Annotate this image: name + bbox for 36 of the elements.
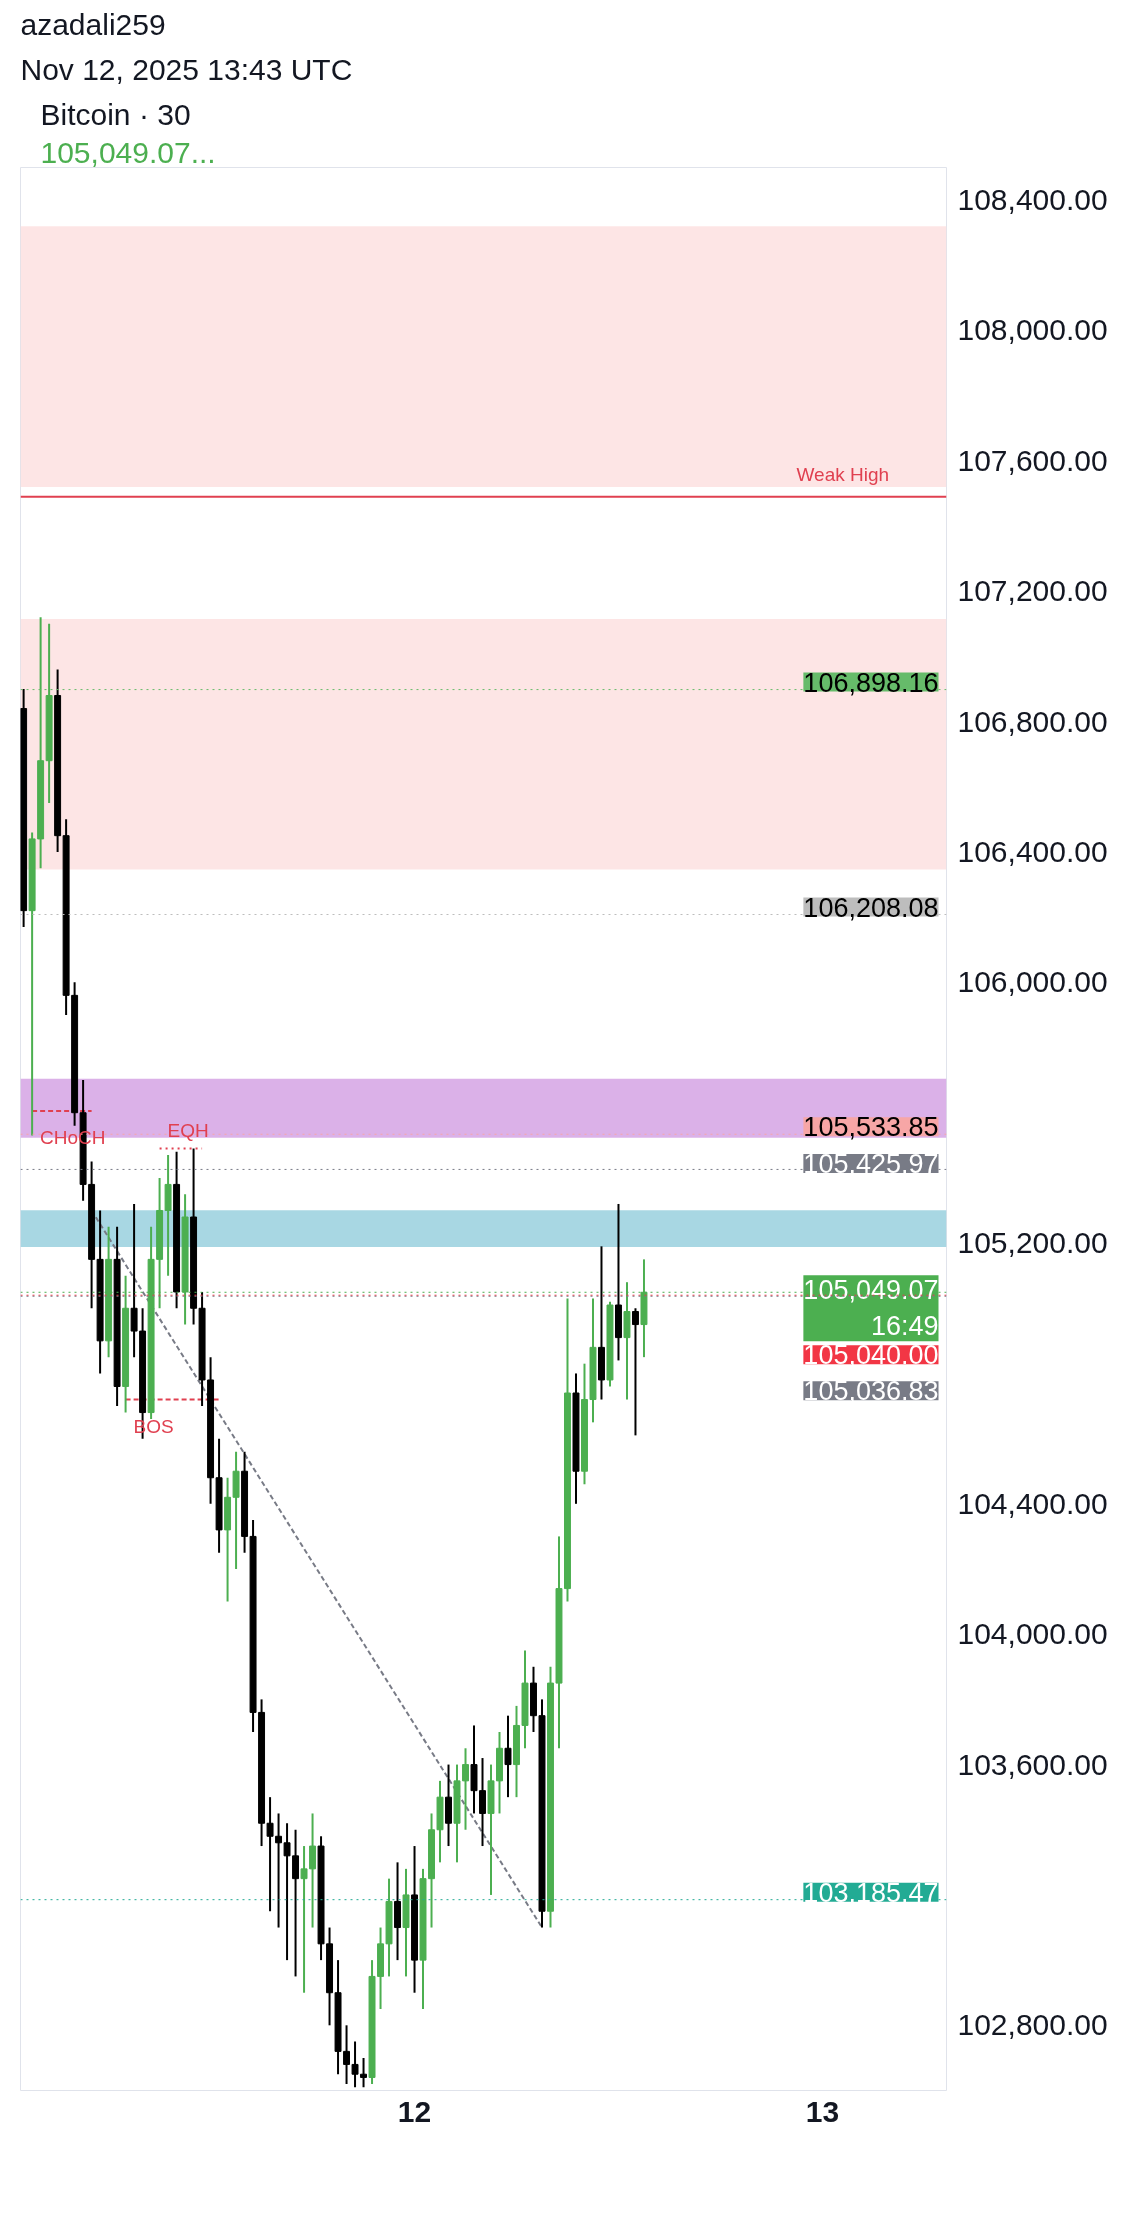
ref-line-label: 105,040.00 bbox=[803, 1340, 939, 1371]
ref-line-label: Weak High bbox=[796, 463, 890, 485]
series-label: EQH bbox=[167, 1119, 209, 1141]
ref-line-label: 106,898.16 bbox=[803, 667, 939, 698]
x-tick-label: 13 bbox=[805, 2094, 840, 2128]
y-tick-label: 104,400.00 bbox=[957, 1486, 1108, 1520]
candlestick bbox=[504, 1714, 512, 1799]
ref-line-label: 105,049.07 16:49 bbox=[803, 1275, 939, 1342]
ref-line-label: 105,425.97 bbox=[803, 1149, 939, 1180]
text: azadali259 bbox=[20, 7, 166, 41]
ref-line-label: 103,185.47 bbox=[803, 1877, 939, 1908]
y-tick-label: 102,800.00 bbox=[957, 2008, 1108, 2042]
y-tick-label: 104,000.00 bbox=[957, 1617, 1108, 1651]
y-tick-label: 105,200.00 bbox=[957, 1226, 1108, 1260]
chart-subtitle: 105,049.07... bbox=[40, 135, 216, 169]
ref-line-label: 105,533.85 bbox=[803, 1112, 939, 1143]
y-tick-label: 106,000.00 bbox=[957, 965, 1108, 999]
y-tick-label: 108,400.00 bbox=[957, 183, 1108, 217]
y-tick-label: 108,000.00 bbox=[957, 313, 1108, 347]
candlestick bbox=[275, 1812, 283, 1929]
candlestick bbox=[462, 1747, 469, 1831]
chart-title: Bitcoin · 30 bbox=[40, 97, 191, 131]
candlestick bbox=[130, 1202, 138, 1359]
y-tick-label: 107,600.00 bbox=[957, 443, 1108, 477]
y-tick-label: 106,400.00 bbox=[957, 834, 1108, 868]
candlestick bbox=[300, 1845, 308, 1994]
candlestick bbox=[360, 2056, 368, 2089]
ref-line-label: 106,208.08 bbox=[803, 892, 939, 923]
y-tick-label: 106,800.00 bbox=[957, 704, 1108, 738]
ref-line-label: 105,036.83 bbox=[803, 1376, 939, 1407]
candlestick bbox=[309, 1812, 317, 1929]
y-tick-label: 107,200.00 bbox=[957, 574, 1108, 608]
text: Nov 12, 2025 13:43 UTC bbox=[20, 52, 353, 86]
y-tick-label: 103,600.00 bbox=[957, 1747, 1108, 1781]
x-tick-label: 12 bbox=[397, 2094, 432, 2128]
candlestick bbox=[632, 1307, 639, 1437]
